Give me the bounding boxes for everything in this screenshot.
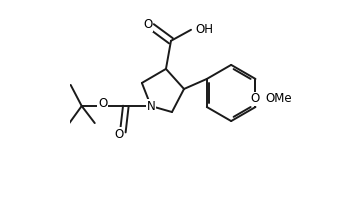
Text: O: O — [143, 18, 153, 31]
Text: O: O — [251, 93, 260, 105]
Text: N: N — [147, 100, 155, 113]
Text: OMe: OMe — [266, 93, 292, 105]
Text: O: O — [98, 97, 107, 109]
Text: OH: OH — [195, 23, 213, 36]
Text: O: O — [114, 128, 123, 141]
